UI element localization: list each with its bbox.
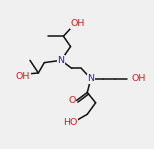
Text: OH: OH	[71, 19, 85, 28]
Text: OH: OH	[132, 74, 146, 83]
Text: O: O	[68, 96, 75, 105]
Text: N: N	[87, 74, 94, 83]
Text: OH: OH	[16, 72, 30, 81]
Text: HO: HO	[63, 118, 78, 127]
Text: N: N	[58, 56, 65, 65]
